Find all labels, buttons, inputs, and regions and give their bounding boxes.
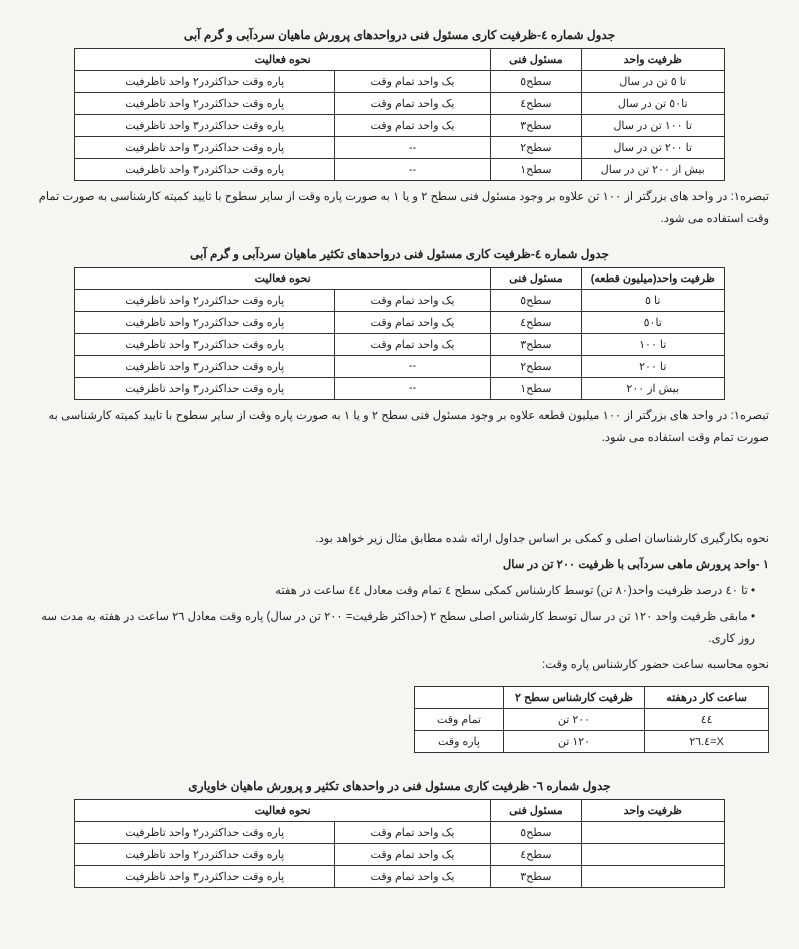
t2-r3c3: پاره وقت حداکثردر٣ واحد تاظرفیت <box>75 355 335 377</box>
t1-r3c3: پاره وقت حداکثردر٣ واحد تاظرفیت <box>75 137 335 159</box>
t1-r0c2: یک واحد تمام وقت <box>335 71 491 93</box>
t1-r3c1: سطح٢ <box>490 137 581 159</box>
t1-r1c3: پاره وقت حداکثردر٢ واحد تاظرفیت <box>75 93 335 115</box>
t2-r2c2: یک واحد تمام وقت <box>335 333 491 355</box>
t4-r2c3: پاره وقت حداکثردر٣ واحد تاظرفیت <box>75 866 335 888</box>
t2-r2c0: تا ١٠٠ <box>581 333 724 355</box>
t2-r4c3: پاره وقت حداکثردر٣ واحد تاظرفیت <box>75 377 335 399</box>
table2-title: جدول شماره ٤-ظرفیت کاری مسئول فنی درواحد… <box>30 247 769 261</box>
t2-r4c0: بیش از ٢٠٠ <box>581 377 724 399</box>
t3-r1c2: پاره وقت <box>415 731 503 753</box>
t1-r0c1: سطح٥ <box>490 71 581 93</box>
table1-title: جدول شماره ٤-ظرفیت کاری مسئول فنی درواحد… <box>30 28 769 42</box>
t2-r1c2: یک واحد تمام وقت <box>335 311 491 333</box>
t2-r3c1: سطح٢ <box>490 355 581 377</box>
t1-r0c3: پاره وقت حداکثردر٢ واحد تاظرفیت <box>75 71 335 93</box>
t4-r0c3: پاره وقت حداکثردر٢ واحد تاظرفیت <box>75 822 335 844</box>
t1-r2c2: یک واحد تمام وقت <box>335 115 491 137</box>
t1-r4c0: بیش از ٢٠٠ تن در سال <box>581 159 724 181</box>
t2-r4c1: سطح١ <box>490 377 581 399</box>
t2-r1c3: پاره وقت حداکثردر٢ واحد تاظرفیت <box>75 311 335 333</box>
body-calc: نحوه محاسبه ساعت حضور کارشناس پاره وقت: <box>30 655 769 677</box>
t3-h2 <box>415 687 503 709</box>
t2-r2c3: پاره وقت حداکثردر٣ واحد تاظرفیت <box>75 333 335 355</box>
t2-r0c3: پاره وقت حداکثردر٢ واحد تاظرفیت <box>75 289 335 311</box>
t1-r1c1: سطح٤ <box>490 93 581 115</box>
body-item1: ١ -واحد پرورش ماهی سردآبی با ظرفیت ٢٠٠ ت… <box>30 555 769 577</box>
t2-r3c2: -- <box>335 355 491 377</box>
t4-r0c0 <box>581 822 724 844</box>
t3-h0: ساعت کار درهفته <box>645 687 769 709</box>
t4-r2c0 <box>581 866 724 888</box>
t3-r0c2: تمام وقت <box>415 709 503 731</box>
table1-note: تبصره١: در واحد های بزرگتر از ١٠٠ تن علا… <box>30 187 769 231</box>
t3-h1: ظرفیت کارشناس سطح ٢ <box>503 687 644 709</box>
t4-r1c2: یک واحد تمام وقت <box>335 844 491 866</box>
t3-r1c1: ١٢٠ تن <box>503 731 644 753</box>
t2-r1c1: سطح٤ <box>490 311 581 333</box>
body-intro: نحوه بکارگیری کارشناسان اصلی و کمکی بر ا… <box>30 529 769 551</box>
t3-r0c0: ٤٤ <box>645 709 769 731</box>
table3: ساعت کار درهفته ظرفیت کارشناس سطح ٢ ٤٤٢٠… <box>414 686 769 753</box>
t1-h1: مسئول فنی <box>490 49 581 71</box>
t1-r2c0: تا ١٠٠ تن در سال <box>581 115 724 137</box>
t1-r0c0: تا ٥ تن در سال <box>581 71 724 93</box>
t2-h2: نحوه فعالیت <box>75 267 491 289</box>
t3-r1c0: X=٢٦.٤ <box>645 731 769 753</box>
t4-h0: ظرفیت واحد <box>581 800 724 822</box>
t2-h1: مسئول فنی <box>490 267 581 289</box>
t2-r1c0: تا٥٠ <box>581 311 724 333</box>
t1-h2: نحوه فعالیت <box>75 49 491 71</box>
t2-h0: ظرفیت واحد(میلیون قطعه) <box>581 267 724 289</box>
table2: ظرفیت واحد(میلیون قطعه) مسئول فنی نحوه ف… <box>74 267 724 400</box>
t4-r1c1: سطح٤ <box>490 844 581 866</box>
table2-note: تبصره١: در واحد های بزرگتر از ١٠٠ میلیون… <box>30 406 769 450</box>
body-bullet2: • مابقی ظرفیت واحد ١٢٠ تن در سال توسط کا… <box>30 607 769 651</box>
t2-r4c2: -- <box>335 377 491 399</box>
t2-r0c2: یک واحد تمام وقت <box>335 289 491 311</box>
t4-r0c1: سطح٥ <box>490 822 581 844</box>
t4-r1c0 <box>581 844 724 866</box>
t2-r0c0: تا ٥ <box>581 289 724 311</box>
t1-r3c0: تا ٢٠٠ تن در سال <box>581 137 724 159</box>
t4-r2c1: سطح٣ <box>490 866 581 888</box>
t4-h1: مسئول فنی <box>490 800 581 822</box>
t1-r2c3: پاره وقت حداکثردر٣ واحد تاظرفیت <box>75 115 335 137</box>
table4: ظرفیت واحد مسئول فنی نحوه فعالیت سطح٥یک … <box>74 799 724 888</box>
body-bullet1: • تا ٤٠ درصد ظرفیت واحد(٨٠ تن) توسط کارش… <box>30 581 769 603</box>
t2-r3c0: تا ٢٠٠ <box>581 355 724 377</box>
t4-r2c2: یک واحد تمام وقت <box>335 866 491 888</box>
t4-h2: نحوه فعالیت <box>75 800 491 822</box>
t4-r0c2: یک واحد تمام وقت <box>335 822 491 844</box>
t1-r3c2: -- <box>335 137 491 159</box>
t1-h0: ظرفیت واحد <box>581 49 724 71</box>
t3-r0c1: ٢٠٠ تن <box>503 709 644 731</box>
t2-r2c1: سطح٣ <box>490 333 581 355</box>
t1-r1c2: یک واحد تمام وقت <box>335 93 491 115</box>
t1-r4c2: -- <box>335 159 491 181</box>
table4-title: جدول شماره ٦- ظرفیت کاری مسئول فنی در وا… <box>30 779 769 793</box>
t2-r0c1: سطح٥ <box>490 289 581 311</box>
t1-r1c0: تا٥٠ تن در سال <box>581 93 724 115</box>
t1-r4c3: پاره وقت حداکثردر٣ واحد تاظرفیت <box>75 159 335 181</box>
t1-r2c1: سطح٣ <box>490 115 581 137</box>
table1: ظرفیت واحد مسئول فنی نحوه فعالیت تا ٥ تن… <box>74 48 724 181</box>
t4-r1c3: پاره وقت حداکثردر٢ واحد تاظرفیت <box>75 844 335 866</box>
t1-r4c1: سطح١ <box>490 159 581 181</box>
